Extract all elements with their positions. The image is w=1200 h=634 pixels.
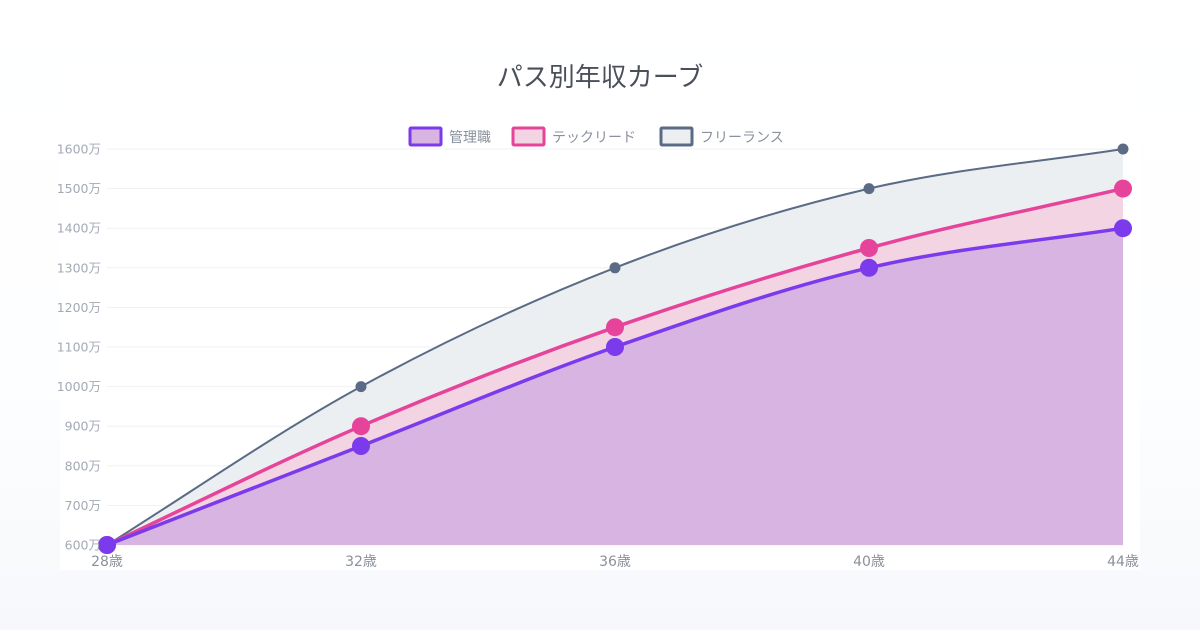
x-tick-label: 32歳 <box>345 554 377 570</box>
legend-label-1: テックリード <box>552 130 636 146</box>
chart-title: パス別年収カーブ <box>497 63 703 93</box>
data-points <box>98 143 1132 554</box>
data-point-series-2 <box>863 183 875 195</box>
data-point-series-0 <box>860 258 878 277</box>
legend-label-0: 管理職 <box>449 130 491 146</box>
data-point-series-1 <box>352 417 370 436</box>
y-tick-label: 800万 <box>65 458 101 473</box>
data-point-series-0 <box>98 536 116 554</box>
area-fill-series-0 <box>107 228 1123 545</box>
data-point-series-1 <box>860 239 878 257</box>
y-tick-label: 600万 <box>65 538 101 553</box>
y-axis-ticks: 600万 700万 800万 900万 1000万 1100万 1200万 1300万 1400… <box>57 142 101 553</box>
x-tick-label: 28歳 <box>91 554 123 570</box>
legend: 管理職 テックリード フリーランス <box>408 126 784 147</box>
y-tick-label: 1400万 <box>57 221 101 236</box>
legend-swatch-1 <box>511 126 546 147</box>
y-tick-label: 900万 <box>65 419 101 434</box>
x-tick-label: 44歳 <box>1107 554 1139 570</box>
legend-swatch-2 <box>659 126 694 147</box>
x-tick-label: 36歳 <box>599 554 631 570</box>
x-tick-label: 40歳 <box>853 554 885 570</box>
data-point-series-0 <box>352 437 370 455</box>
y-tick-label: 1500万 <box>57 181 101 196</box>
data-point-series-1 <box>1114 179 1132 198</box>
y-tick-label: 1300万 <box>57 260 101 275</box>
y-tick-label: 1200万 <box>57 300 101 315</box>
data-point-series-1 <box>606 318 624 337</box>
legend-label-2: フリーランス <box>700 130 784 146</box>
data-point-series-2 <box>355 381 367 393</box>
data-point-series-0 <box>606 338 624 356</box>
y-tick-label: 700万 <box>65 498 101 513</box>
x-axis-ticks: 28歳 32歳 36歳 40歳 44歳 <box>91 554 1139 570</box>
y-tick-label: 1100万 <box>57 340 101 355</box>
y-tick-label: 1000万 <box>57 379 101 394</box>
y-tick-label: 1600万 <box>57 142 101 157</box>
data-point-series-2 <box>1117 143 1129 155</box>
data-point-series-2 <box>609 262 621 274</box>
data-point-series-0 <box>1114 219 1132 238</box>
legend-swatch-0 <box>408 126 443 147</box>
